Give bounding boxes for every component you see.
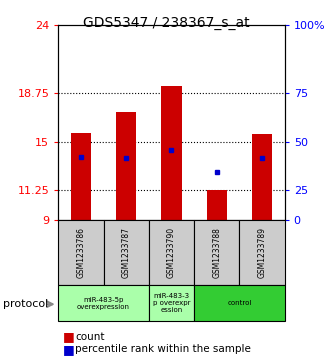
Text: GDS5347 / 238367_s_at: GDS5347 / 238367_s_at [83, 16, 250, 30]
Bar [71, 133, 91, 220]
Text: ■: ■ [63, 330, 75, 343]
Text: count: count [75, 332, 105, 342]
Bar [149, 220, 194, 285]
Text: percentile rank within the sample: percentile rank within the sample [75, 344, 251, 354]
Bar [239, 220, 285, 285]
Text: miR-483-5p
overexpression: miR-483-5p overexpression [77, 297, 130, 310]
Bar [252, 134, 272, 220]
Bar [149, 285, 194, 321]
Bar [206, 190, 227, 220]
Text: GSM1233789: GSM1233789 [257, 227, 267, 278]
Text: GSM1233788: GSM1233788 [212, 227, 221, 278]
Text: miR-483-3
p overexpr
ession: miR-483-3 p overexpr ession [153, 293, 190, 313]
Text: ■: ■ [63, 343, 75, 356]
Text: GSM1233787: GSM1233787 [122, 227, 131, 278]
Bar [116, 112, 137, 220]
Bar [58, 285, 149, 321]
Bar [104, 220, 149, 285]
Bar [58, 220, 104, 285]
Bar [194, 220, 239, 285]
Bar [161, 86, 182, 220]
Text: protocol: protocol [3, 299, 49, 309]
Bar [194, 285, 285, 321]
Text: GSM1233790: GSM1233790 [167, 227, 176, 278]
Text: control: control [227, 300, 252, 306]
Text: GSM1233786: GSM1233786 [76, 227, 86, 278]
